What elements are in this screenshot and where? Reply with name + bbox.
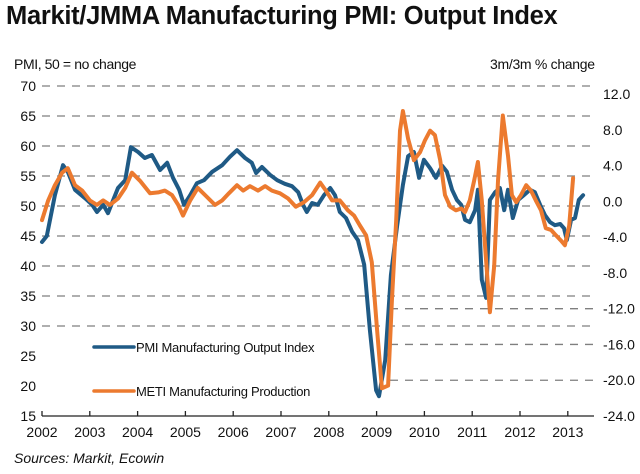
y2-tick-label: -8.0 (603, 265, 627, 281)
legend-label-meti: METI Manufacturing Production (136, 384, 310, 399)
y2-tick-label: -24.0 (603, 408, 635, 424)
y-tick-label: 65 (20, 108, 36, 124)
x-tick-label: 2008 (313, 424, 344, 440)
x-tick-label: 2006 (218, 424, 249, 440)
x-tick-label: 2002 (26, 424, 57, 440)
y2-tick-label: 8.0 (603, 122, 623, 138)
y-tick-label: 30 (20, 318, 36, 334)
x-tick-label: 2005 (170, 424, 201, 440)
y2-tick-label: 4.0 (603, 158, 623, 174)
y-tick-label: 45 (20, 228, 36, 244)
y-tick-label: 20 (20, 378, 36, 394)
y-tick-label: 70 (20, 78, 36, 94)
legend: PMI Manufacturing Output Index METI Manu… (92, 340, 315, 399)
x-tick-label: 2011 (457, 424, 487, 440)
x-tick-label: 2003 (74, 424, 105, 440)
y-tick-label: 35 (20, 288, 36, 304)
series-lines (40, 109, 586, 399)
series-line-meti (40, 109, 576, 391)
y2-tick-label: -16.0 (603, 336, 635, 352)
source-note: Sources: Markit, Ecowin (14, 450, 165, 466)
chart-title: Markit/JMMA Manufacturing PMI: Output In… (6, 2, 558, 30)
x-tick-label: 2007 (265, 424, 296, 440)
series-line-pmi (40, 145, 586, 399)
y-tick-label: 25 (20, 348, 36, 364)
x-tick-label: 2013 (552, 424, 583, 440)
y-tick-label: 55 (20, 168, 36, 184)
y2-tick-label: -20.0 (603, 372, 635, 388)
y2-tick-label: 0.0 (603, 193, 623, 209)
y2-tick-label: -12.0 (603, 301, 635, 317)
x-tick-label: 2010 (409, 424, 440, 440)
x-tick-label: 2012 (504, 424, 535, 440)
y-tick-label: 50 (20, 198, 36, 214)
x-tick-label: 2004 (122, 424, 153, 440)
y-tick-label: 40 (20, 258, 36, 274)
right-axis-label: 3m/3m % change (490, 56, 595, 72)
x-tick-label: 2009 (361, 424, 392, 440)
y2-tick-label: 12.0 (603, 86, 630, 102)
y-tick-label: 15 (20, 408, 36, 424)
y2-tick-label: -4.0 (603, 229, 627, 245)
legend-label-pmi: PMI Manufacturing Output Index (136, 340, 315, 355)
axes: 70 65 60 55 50 45 40 35 30 25 20 15 12.0 8.0 4.0 0.0 -4.… (20, 78, 635, 440)
left-axis-label: PMI, 50 = no change (14, 56, 136, 72)
y-tick-label: 60 (20, 138, 36, 154)
gridlines (42, 85, 594, 381)
